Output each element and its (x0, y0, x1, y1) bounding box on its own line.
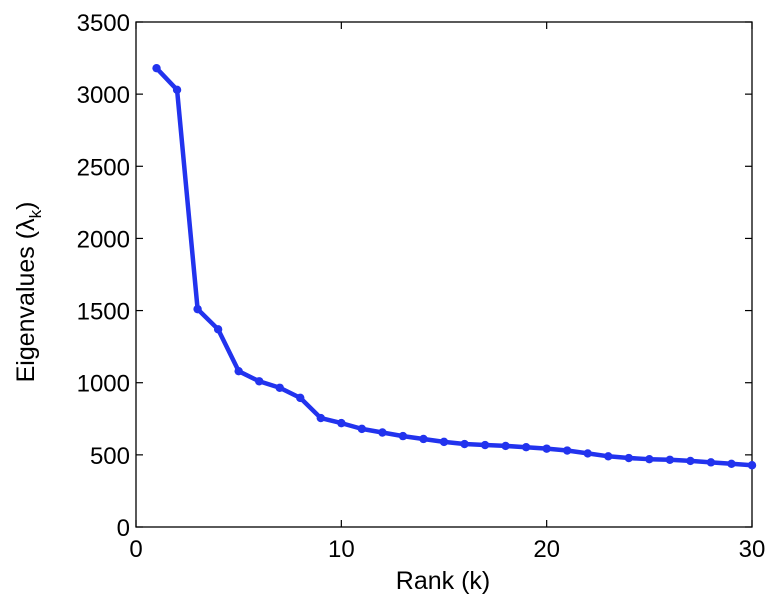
y-tick-label: 0 (117, 515, 130, 542)
data-point (624, 453, 633, 463)
y-tick-label: 1000 (77, 371, 130, 398)
y-tick-label: 500 (90, 443, 130, 470)
data-point (213, 325, 223, 334)
plot-area (135, 21, 753, 528)
data-point (378, 428, 387, 437)
data-point (398, 431, 408, 441)
data-point (727, 459, 736, 469)
y-tick-label: 3500 (77, 10, 130, 37)
data-point (255, 377, 264, 386)
data-point (563, 446, 572, 455)
tick-marks (135, 21, 753, 528)
data-point (480, 440, 490, 450)
y-axis-label-lambda: λ (12, 218, 40, 231)
data-point (172, 85, 182, 95)
data-point (316, 413, 325, 423)
y-tick-label: 1500 (77, 299, 130, 326)
data-point (645, 454, 654, 464)
axes-frame (135, 21, 753, 528)
data-point (296, 393, 305, 403)
data-point (152, 63, 161, 73)
y-axis-label: Eigenvalues (λk) (12, 202, 45, 383)
tick-labels: 0 10 20 30 0 500 1000 1500 2000 2500 3000 3500 (77, 10, 766, 563)
y-axis-label-suffix: ) (12, 202, 40, 210)
data-point (521, 443, 531, 452)
data-point (747, 461, 757, 470)
data-point (337, 418, 346, 428)
data-point (439, 437, 449, 447)
data-point (193, 304, 202, 314)
data-point (686, 456, 695, 466)
x-tick-label: 20 (533, 536, 560, 563)
x-tick-label: 0 (129, 536, 142, 563)
data-point (357, 424, 367, 434)
data-point (542, 444, 551, 453)
y-tick-label: 2500 (77, 154, 130, 181)
y-tick-label: 2000 (77, 226, 130, 253)
x-tick-label: 10 (328, 536, 355, 563)
data-point (419, 434, 428, 444)
data-point (665, 455, 675, 464)
data-point (604, 452, 613, 461)
y-tick-label: 3000 (77, 82, 130, 109)
data-point (234, 366, 243, 376)
data-point (460, 439, 469, 449)
x-axis-label: Rank (k) (396, 567, 490, 595)
data-point (706, 458, 716, 467)
data-point (275, 383, 284, 392)
data-point (583, 449, 592, 458)
y-axis-label-subscript: k (26, 209, 45, 218)
series-layer (152, 63, 757, 470)
data-point (501, 441, 510, 451)
y-axis-label-prefix: Eigenvalues ( (12, 230, 40, 382)
x-tick-label: 30 (739, 536, 766, 563)
